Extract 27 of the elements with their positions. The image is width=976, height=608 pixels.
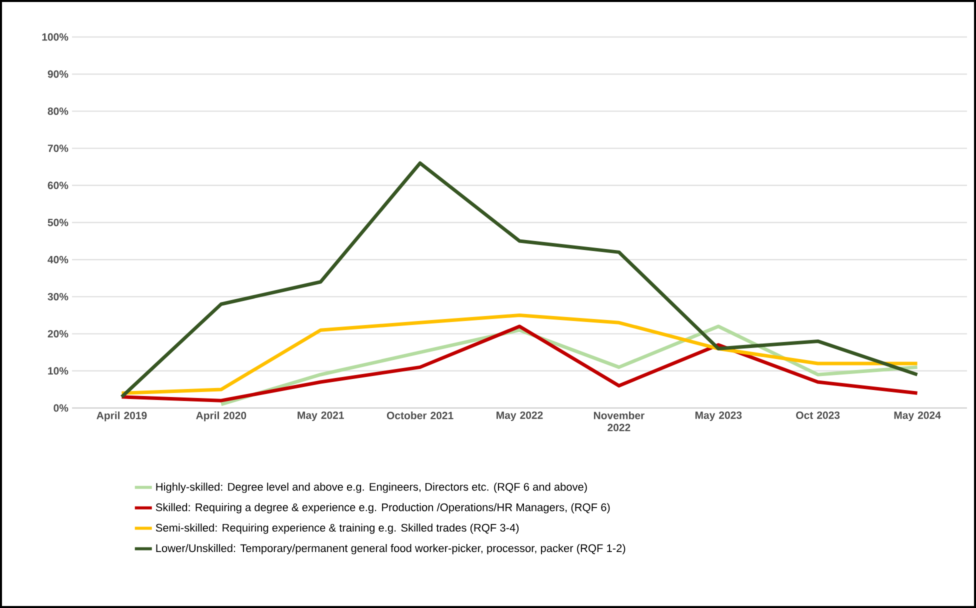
y-tick-label: 80% — [48, 107, 68, 115]
x-tick-label: May 2021 — [298, 412, 344, 422]
x-tick-label: May 2024 — [894, 412, 941, 422]
legend-label: Skilled: Requiring a degree & experience e.g. Production /Operations/HR Managers, (RQF 6) — [156, 503, 610, 514]
x-tick-label: May 2023 — [695, 412, 742, 422]
y-tick-label: 50% — [48, 218, 68, 226]
line-series — [120, 314, 920, 395]
y-tick-label: 60% — [48, 182, 68, 190]
y-tick-label: 90% — [48, 70, 68, 78]
y-tick-label: 20% — [48, 330, 68, 338]
x-tick-label: October 2021 — [386, 412, 454, 420]
line-series — [120, 324, 920, 402]
y-tick-label: 100% — [42, 33, 68, 41]
x-tick-label: Oct 2023 — [796, 412, 840, 419]
x-tick-label: November 2022 — [594, 412, 644, 432]
y-tick-label: 40% — [48, 256, 68, 264]
line-series — [120, 161, 920, 399]
y-tick-label: 70% — [48, 144, 68, 152]
x-tick-label: April 2019 — [96, 412, 147, 422]
legend-label: Highly-skilled: Degree level and above e.g. Engineers, Directors etc. (RQF 6 and above) — [156, 482, 587, 493]
y-tick-label: 10% — [48, 367, 68, 375]
legend-label: Lower/Unskilled: Temporary/permanent general food worker-picker, processor, packer (RQF 1-2) — [156, 544, 626, 554]
x-tick-label: April 2020 — [196, 412, 246, 422]
x-tick-label: May 2022 — [496, 412, 543, 422]
y-tick-label: 0% — [54, 404, 68, 412]
y-tick-label: 30% — [48, 292, 68, 300]
legend-label: Semi-skilled: Requiring experience & training e.g. Skilled trades (RQF 3-4) — [156, 524, 519, 534]
